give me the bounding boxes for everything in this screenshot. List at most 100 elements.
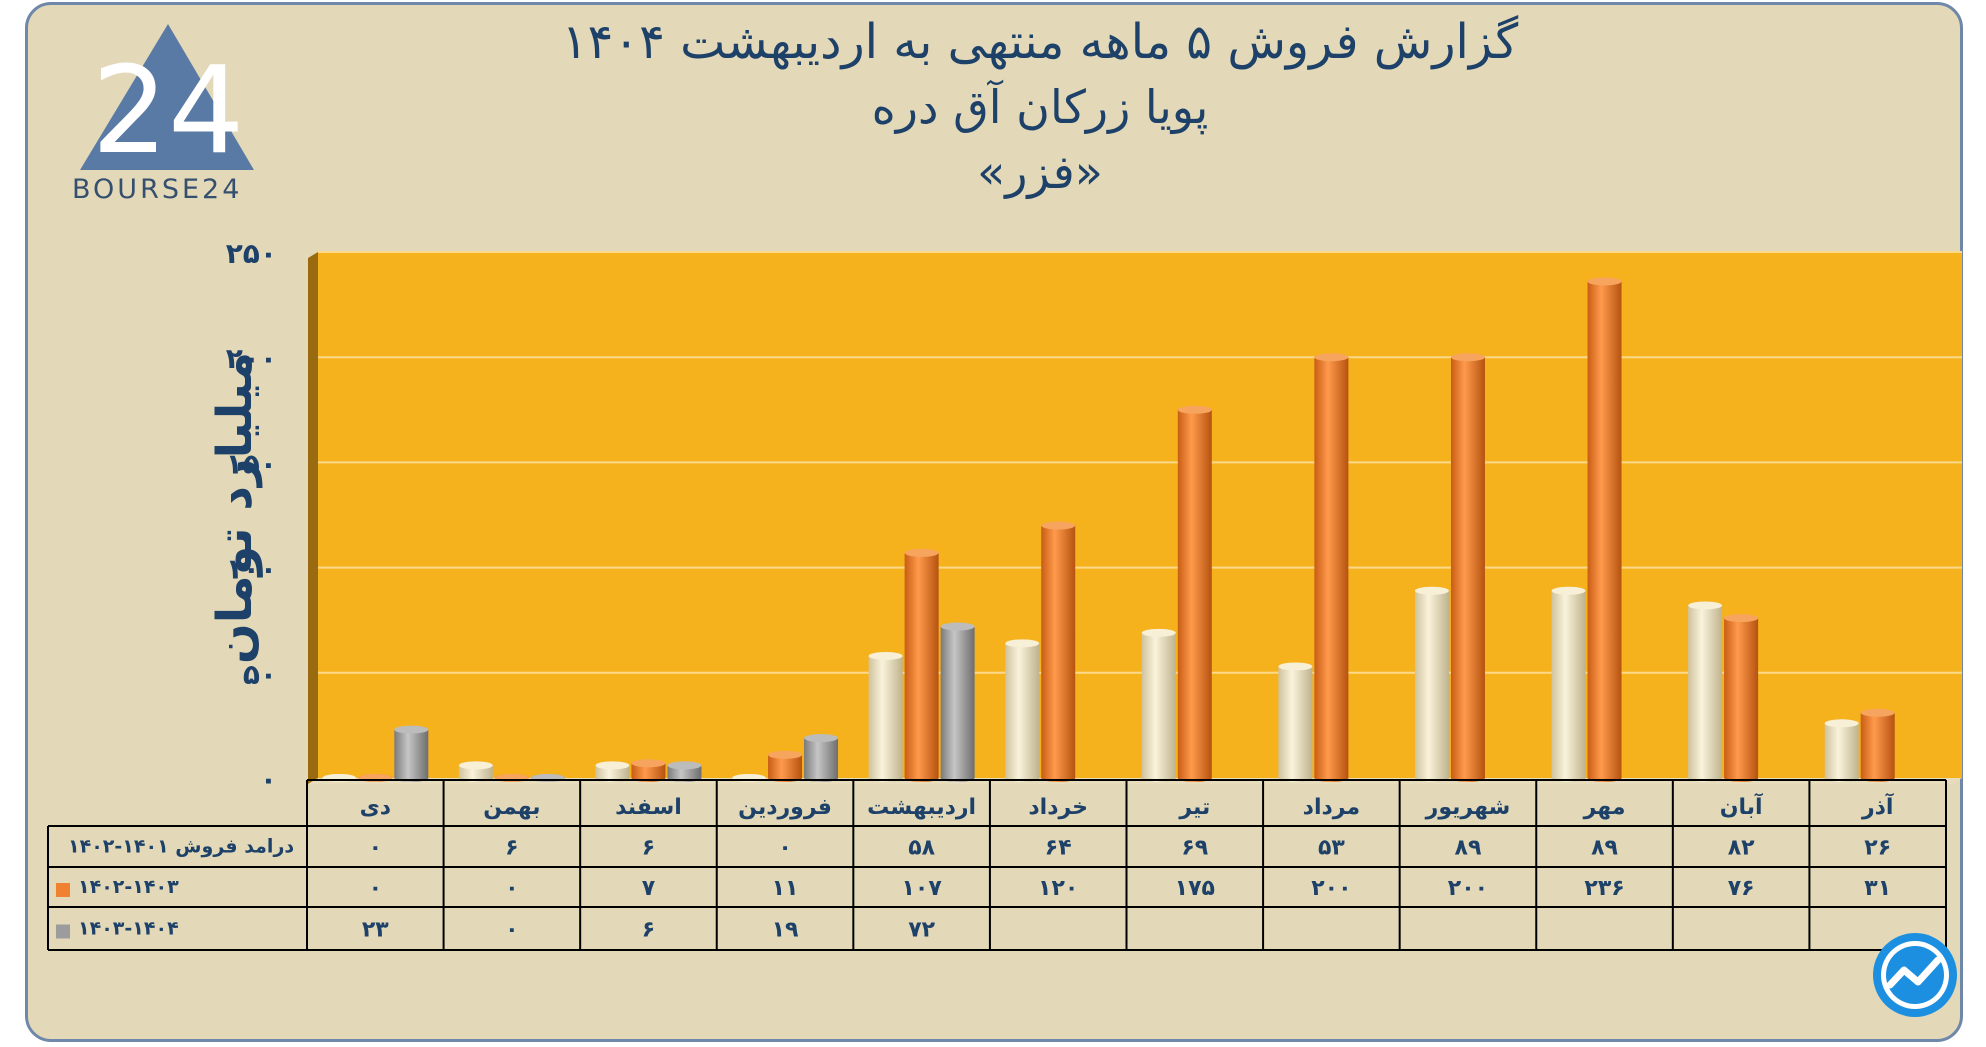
data-value-label: ۲۶ [1864, 836, 1891, 861]
bar-body [804, 738, 839, 778]
y-tick-label: ۱۰۰ [226, 553, 277, 586]
category-label: آذر [1861, 792, 1894, 820]
bar-top [804, 734, 839, 743]
bourse24-logo-icon: 24 [80, 24, 254, 181]
data-value-label: ۶۹ [1181, 836, 1208, 861]
data-value-label: ۱۱ [772, 876, 799, 901]
bar-body [940, 626, 975, 778]
bar-top [904, 548, 939, 557]
category-label: اسفند [615, 795, 682, 820]
plot-area [318, 252, 1962, 778]
data-value-label: ۵۸ [908, 836, 935, 861]
chart-title-line2: پویا زرکان آق دره [871, 80, 1209, 134]
bar-body [1141, 632, 1176, 778]
data-value-label: ۶۴ [1045, 836, 1072, 861]
bar-body [1278, 666, 1313, 778]
bar-body [631, 763, 666, 778]
data-value-label: ۸۹ [1591, 836, 1618, 861]
category-label: بهمن [483, 795, 540, 820]
bar-top [631, 759, 666, 768]
data-value-label: ۶ [642, 836, 655, 861]
bar-top [1824, 719, 1859, 728]
chart-title-line1: گزارش فروش ۵ ماهه منتهی به اردیبهشت ۱۴۰۴ [561, 14, 1519, 70]
data-value-label: ۰ [778, 836, 791, 861]
bar-body [1587, 281, 1622, 778]
legend-swatch [56, 924, 70, 939]
data-value-label: ۲۳۶ [1584, 876, 1624, 901]
bar-top [595, 761, 630, 770]
bar-body [1551, 590, 1586, 778]
bar-top [1587, 277, 1622, 286]
bar-top [458, 761, 493, 770]
y-tick-label: ۲۰۰ [226, 342, 277, 375]
data-value-label: ۸۹ [1455, 836, 1482, 861]
bar-top [1314, 353, 1349, 362]
data-value-label: ۱۷۵ [1175, 876, 1215, 901]
data-value-label: ۷۶ [1728, 876, 1755, 901]
bar-body [394, 729, 429, 778]
bar-top [1860, 708, 1895, 717]
bar-top [940, 622, 975, 631]
y-tick-label: ۲۵۰ [226, 237, 277, 270]
bar-top [1551, 586, 1586, 595]
bar-top [394, 725, 429, 734]
data-value-label: ۰ [505, 876, 518, 901]
data-value-label: ۲۰۰ [1448, 876, 1488, 901]
bar-body [1724, 618, 1759, 778]
bar-top [1724, 614, 1759, 623]
bar-body [1314, 357, 1349, 778]
bar-body [904, 552, 939, 778]
data-value-label: ۲۳ [362, 918, 389, 943]
bar-body [1177, 409, 1212, 778]
data-value-label: ۳۱ [1864, 876, 1891, 901]
bar-body [1688, 605, 1723, 778]
logo-mark: 24 [92, 42, 245, 181]
data-value-label: ۸۲ [1728, 836, 1755, 861]
bar-body [1414, 590, 1449, 778]
data-value-label: ۰ [369, 836, 382, 861]
bar-top [1141, 628, 1176, 637]
bar-top [1041, 521, 1076, 530]
bar-body [1824, 723, 1859, 778]
y-tick-label: ۱۵۰ [226, 447, 277, 480]
series-name-label: ۱۴۰۲-۱۴۰۳ [78, 876, 179, 898]
category-label: فروردین [738, 795, 832, 820]
category-label: اردیبهشت [867, 795, 976, 820]
category-label: تیر [1178, 795, 1210, 820]
bar-top [1177, 405, 1212, 414]
bar-top [1278, 662, 1313, 671]
category-label: مرداد [1303, 795, 1360, 820]
data-value-label: ۶ [505, 836, 518, 861]
category-label: مهر [1583, 795, 1626, 820]
legend-swatch [56, 883, 70, 897]
category-label: آبان [1720, 792, 1763, 820]
bar-body [1041, 525, 1076, 778]
bar-top [1414, 586, 1449, 595]
series-name-label: ۱۴۰۳-۱۴۰۴ [78, 918, 179, 940]
trend-logo-icon [1873, 933, 1957, 1017]
bar-body [768, 754, 803, 778]
bar-body [868, 655, 903, 778]
data-value-label: ۰ [505, 918, 518, 943]
data-value-label: ۰ [369, 876, 382, 901]
category-label: خرداد [1028, 795, 1088, 820]
data-value-label: ۱۹ [772, 918, 799, 943]
plot-side-wall [308, 252, 318, 784]
category-label: شهریور [1425, 795, 1511, 820]
bar-top [667, 761, 702, 770]
y-tick-label: ۵۰ [243, 658, 277, 691]
bar-top [868, 651, 903, 660]
series-name-label: درامد فروش ۱۴۰۱-۱۴۰۲ [68, 836, 294, 858]
bar-body [1860, 712, 1895, 778]
data-value-label: ۷۲ [908, 918, 935, 943]
category-label: دی [360, 795, 391, 820]
bar-body [1450, 357, 1485, 778]
data-value-label: ۵۳ [1318, 836, 1345, 861]
bar-top [1688, 601, 1723, 610]
data-value-label: ۶ [642, 918, 655, 943]
logo-text: BOURSE24 [72, 174, 243, 205]
bar-top [1450, 353, 1485, 362]
bar-top [1005, 639, 1040, 648]
chart-title-line3: «فزر» [977, 145, 1103, 199]
